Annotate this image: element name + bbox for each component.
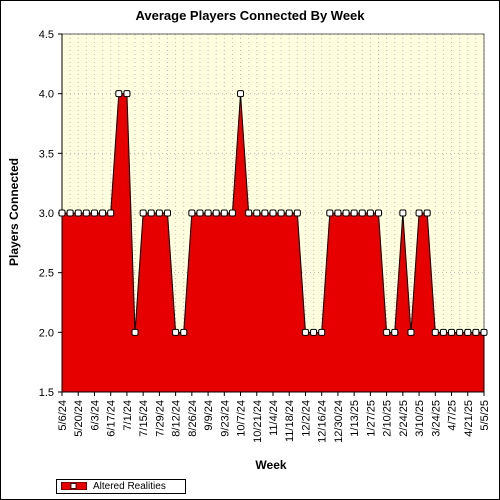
data-point bbox=[180, 328, 188, 336]
data-point bbox=[139, 209, 147, 217]
x-tick-label: 3/10/25 bbox=[414, 400, 426, 437]
x-tick-label: 12/30/24 bbox=[333, 400, 345, 443]
x-axis-label: Week bbox=[255, 458, 287, 472]
data-point bbox=[147, 209, 155, 217]
data-point bbox=[342, 209, 350, 217]
x-tick-label: 9/23/24 bbox=[219, 400, 231, 437]
y-tick-label: 2.0 bbox=[39, 327, 54, 339]
legend-swatch bbox=[61, 482, 87, 490]
data-point bbox=[399, 209, 407, 217]
y-tick-label: 4.0 bbox=[39, 89, 54, 101]
data-point bbox=[310, 328, 318, 336]
x-tick-label: 2/24/25 bbox=[398, 400, 410, 437]
x-tick-label: 12/16/24 bbox=[317, 400, 329, 443]
data-point bbox=[188, 209, 196, 217]
data-point bbox=[334, 209, 342, 217]
data-point bbox=[131, 328, 139, 336]
x-tick-label: 10/7/24 bbox=[236, 400, 248, 437]
y-tick-label: 4.5 bbox=[39, 29, 54, 41]
data-point bbox=[90, 209, 98, 217]
data-point bbox=[74, 209, 82, 217]
y-tick-label: 3.5 bbox=[39, 148, 54, 160]
data-point bbox=[448, 328, 456, 336]
data-point bbox=[318, 328, 326, 336]
data-point bbox=[164, 209, 171, 217]
data-point bbox=[245, 209, 253, 217]
data-point bbox=[366, 209, 374, 217]
data-point bbox=[415, 209, 423, 217]
data-point bbox=[391, 328, 399, 336]
x-tick-label: 12/2/24 bbox=[300, 400, 312, 437]
data-point bbox=[261, 209, 269, 217]
data-point bbox=[423, 209, 431, 217]
data-point bbox=[82, 209, 90, 217]
x-tick-label: 8/26/24 bbox=[187, 400, 199, 437]
x-tick-label: 11/4/24 bbox=[268, 400, 280, 436]
x-tick-label: 5/20/24 bbox=[73, 400, 85, 437]
data-point bbox=[464, 328, 472, 336]
data-point bbox=[407, 328, 415, 336]
data-point bbox=[269, 209, 277, 217]
data-point bbox=[456, 328, 464, 336]
y-tick-label: 2.5 bbox=[39, 268, 54, 280]
x-tick-label: 3/24/25 bbox=[430, 400, 442, 437]
x-tick-label: 10/21/24 bbox=[252, 400, 264, 443]
data-point bbox=[472, 328, 480, 336]
x-tick-label: 9/9/24 bbox=[203, 400, 215, 431]
x-tick-label: 11/18/24 bbox=[284, 400, 296, 442]
data-point bbox=[383, 328, 391, 336]
x-tick-label: 6/17/24 bbox=[106, 400, 118, 437]
x-tick-label: 7/15/24 bbox=[138, 400, 150, 437]
data-point bbox=[212, 209, 220, 217]
data-point bbox=[66, 209, 74, 217]
x-tick-label: 7/29/24 bbox=[154, 400, 166, 437]
legend: Altered Realities bbox=[56, 479, 186, 494]
data-point bbox=[228, 209, 236, 217]
data-point bbox=[431, 328, 439, 336]
data-point bbox=[58, 209, 66, 217]
data-point bbox=[115, 90, 123, 98]
data-point bbox=[99, 209, 107, 217]
data-point bbox=[253, 209, 261, 217]
data-point bbox=[326, 209, 334, 217]
x-tick-label: 1/27/25 bbox=[365, 400, 377, 437]
data-point bbox=[375, 209, 382, 217]
legend-label: Altered Realities bbox=[93, 481, 166, 492]
x-tick-label: 4/21/25 bbox=[463, 400, 475, 437]
data-point bbox=[204, 209, 212, 217]
data-point bbox=[285, 209, 293, 217]
x-tick-label: 8/12/24 bbox=[171, 400, 183, 437]
data-point bbox=[293, 209, 301, 217]
data-point bbox=[196, 209, 204, 217]
x-tick-label: 6/3/24 bbox=[89, 400, 101, 431]
x-tick-label: 7/1/24 bbox=[122, 400, 134, 431]
data-point bbox=[358, 209, 366, 217]
data-point bbox=[350, 209, 358, 217]
x-tick-label: 2/10/25 bbox=[382, 400, 394, 437]
data-point bbox=[480, 328, 488, 336]
data-point bbox=[237, 90, 245, 98]
x-tick-label: 4/7/25 bbox=[447, 400, 459, 431]
data-point bbox=[107, 209, 115, 217]
data-point bbox=[172, 328, 180, 336]
y-tick-label: 1.5 bbox=[39, 387, 54, 399]
chart-title: Average Players Connected By Week bbox=[135, 8, 365, 23]
x-tick-label: 5/6/24 bbox=[57, 400, 69, 431]
data-point bbox=[301, 328, 309, 336]
data-point bbox=[123, 90, 131, 98]
data-point bbox=[220, 209, 228, 217]
x-tick-label: 5/5/25 bbox=[479, 400, 491, 431]
y-tick-label: 3.0 bbox=[39, 208, 54, 220]
x-tick-label: 1/13/25 bbox=[349, 400, 361, 437]
data-point bbox=[439, 328, 447, 336]
data-point bbox=[155, 209, 163, 217]
data-point bbox=[277, 209, 285, 217]
